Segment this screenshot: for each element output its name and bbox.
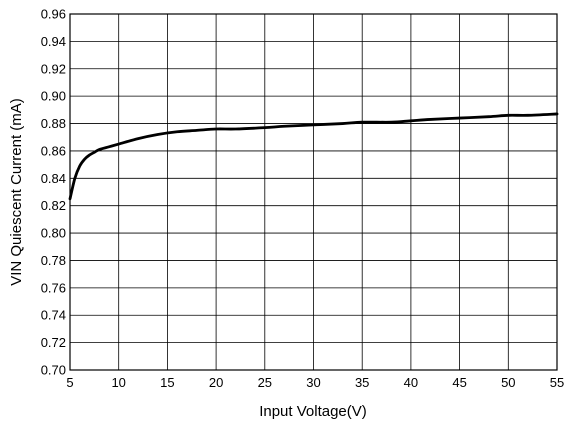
y-tick-label: 0.72 xyxy=(41,335,66,350)
x-tick-label: 10 xyxy=(111,375,125,390)
y-tick-label: 0.88 xyxy=(41,116,66,131)
y-axis-ticks: 0.70 0.72 0.74 0.76 0.78 0.80 0.82 0.84 0.86 0.88… xyxy=(41,7,66,378)
y-tick-label: 0.70 xyxy=(41,363,66,378)
y-tick-label: 0.78 xyxy=(41,253,66,268)
y-tick-label: 0.82 xyxy=(41,198,66,213)
x-tick-label: 15 xyxy=(160,375,174,390)
x-tick-label: 25 xyxy=(258,375,272,390)
x-tick-label: 35 xyxy=(355,375,369,390)
series-layer xyxy=(68,112,559,201)
y-tick-label: 0.86 xyxy=(41,143,66,158)
x-tick-label: 50 xyxy=(501,375,515,390)
y-axis-label: VIN Quiescent Current (mA) xyxy=(8,98,25,286)
x-tick-label: 20 xyxy=(209,375,223,390)
plot-frame xyxy=(69,13,558,371)
y-tick-label: 0.94 xyxy=(41,34,66,49)
x-tick-label: 45 xyxy=(452,375,466,390)
y-tick-label: 0.80 xyxy=(41,226,66,241)
x-axis-ticks: 5 10 15 20 25 30 35 40 45 50 55 xyxy=(66,375,564,390)
y-tick-label: 0.96 xyxy=(41,7,66,22)
x-axis-label: Input Voltage(V) xyxy=(259,403,367,420)
y-tick-label: 0.90 xyxy=(41,89,66,104)
y-tick-label: 0.92 xyxy=(41,61,66,76)
y-tick-label: 0.76 xyxy=(41,280,66,295)
x-tick-label: 5 xyxy=(66,375,73,390)
series-line-0 xyxy=(68,112,559,201)
x-tick-label: 30 xyxy=(306,375,320,390)
x-tick-label: 40 xyxy=(404,375,418,390)
y-tick-label: 0.74 xyxy=(41,308,66,323)
grid xyxy=(69,13,558,371)
y-tick-label: 0.84 xyxy=(41,171,66,186)
x-tick-label: 55 xyxy=(550,375,564,390)
